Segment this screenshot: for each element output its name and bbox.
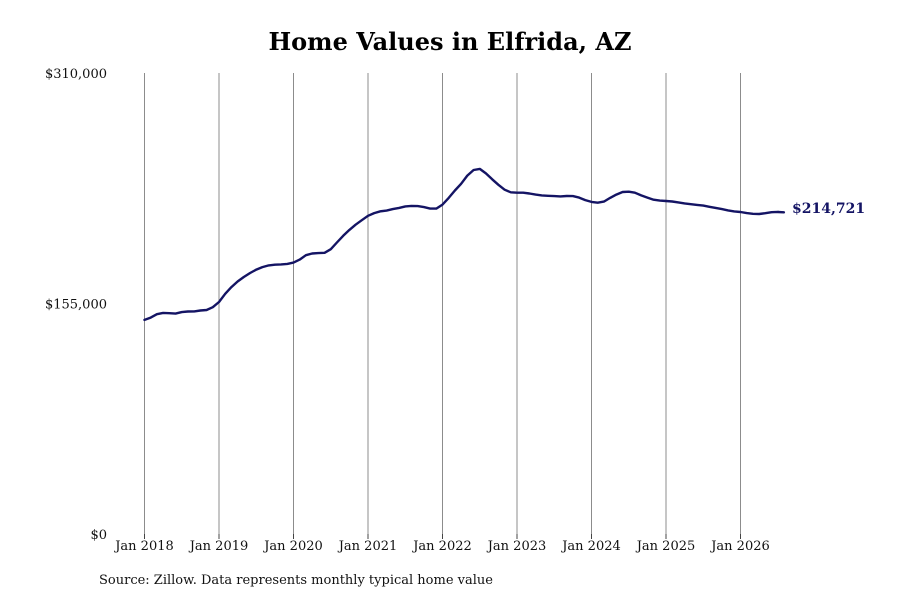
y-axis: $0 $155,000 $310,000: [45, 67, 107, 543]
x-tick-label: Jan 2018: [113, 539, 174, 554]
x-tick-label: Jan 2020: [262, 539, 323, 554]
x-tick-label: Jan 2019: [188, 539, 249, 554]
x-tick-label: Jan 2021: [337, 539, 398, 554]
y-tick-label: $0: [90, 528, 107, 543]
series-layer: [143, 167, 786, 322]
y-tick-label: $310,000: [45, 67, 107, 82]
chart-title: Home Values in Elfrida, AZ: [268, 27, 632, 56]
x-tick-label: Jan 2025: [635, 539, 696, 554]
y-tick-label: $155,000: [45, 298, 107, 313]
home-value-line: [143, 167, 786, 322]
x-tick-label: Jan 2026: [709, 539, 770, 554]
x-tick-label: Jan 2024: [560, 539, 621, 554]
x-tick-label: Jan 2023: [486, 539, 547, 554]
gridlines: [144, 73, 741, 534]
x-tick-label: Jan 2022: [411, 539, 472, 554]
source-note: Source: Zillow. Data represents monthly …: [99, 573, 493, 588]
x-axis: Jan 2018 Jan 2019 Jan 2020 Jan 2021 Jan 2022…: [113, 534, 770, 554]
end-value-label: $214,721: [792, 201, 865, 217]
